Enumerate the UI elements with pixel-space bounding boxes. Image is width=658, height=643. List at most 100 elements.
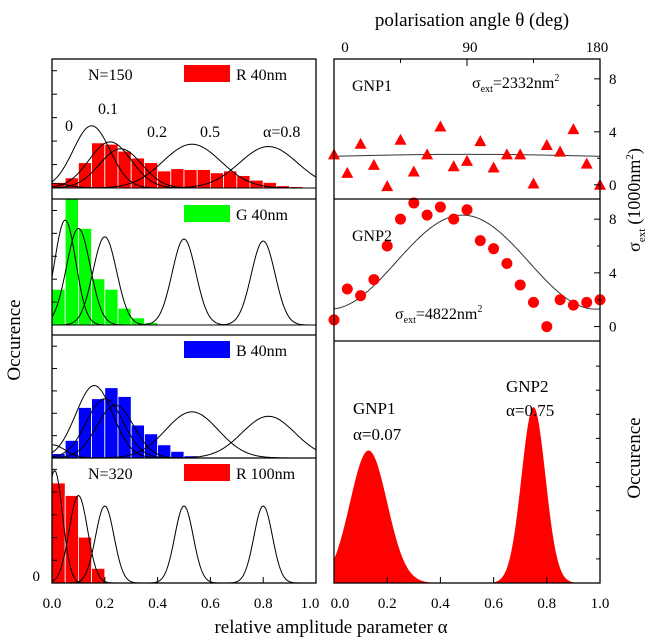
data-point — [474, 135, 487, 147]
panel-frame — [51, 58, 317, 584]
data-point — [434, 120, 447, 132]
data-point — [580, 157, 593, 169]
histogram-bar — [170, 168, 185, 189]
data-point — [487, 161, 500, 173]
panel-frames — [51, 58, 601, 584]
data-point — [514, 279, 526, 291]
gnp2-sigma-part: σ — [395, 306, 404, 323]
y-tick-label: 4 — [609, 125, 617, 141]
bottom-xaxis-title: relative amplitude parameter α — [214, 617, 447, 638]
alpha-label: 0 — [65, 118, 73, 135]
x-tick-label: 0.8 — [254, 596, 273, 612]
panel-r40: R 40nm N=150 0 0.1 0.2 0.5 α=0.8 — [51, 65, 317, 189]
x-tick-label: 0.0 — [331, 596, 350, 612]
histogram-bar — [183, 169, 198, 189]
right-yaxis-title: Occurence — [624, 417, 645, 498]
sample-count: N=150 — [88, 67, 133, 84]
y-tick-label: 4 — [609, 266, 617, 282]
data-point — [407, 165, 420, 177]
gnp2-sigma-part: ext — [404, 315, 416, 326]
top-xaxis-title: polarisation angle θ (deg) — [375, 10, 569, 31]
data-point — [541, 321, 553, 333]
panel-r100: R 100nm N=320 0.0 0.2 0.4 0.6 0.8 1.0 0 — [33, 464, 320, 612]
data-point — [474, 235, 486, 247]
histogram-bar — [209, 172, 224, 189]
dist-gnp2-label: GNP2 — [506, 377, 549, 396]
legend-swatch — [184, 341, 230, 358]
data-point — [434, 201, 446, 213]
data-point — [354, 137, 367, 149]
data-point — [500, 148, 513, 160]
svg-text:σext(1000nm2): σext (1000nm2) — [624, 148, 648, 252]
x-tick-label: 0.6 — [484, 596, 503, 612]
data-point — [355, 290, 367, 302]
data-point — [501, 257, 513, 269]
top-xtick-0: 0 — [341, 40, 349, 56]
histogram-bar — [91, 398, 106, 459]
gnp1-sigma: σext=2332nm2 — [472, 73, 559, 95]
panel-g40: G 40nm — [51, 198, 317, 326]
x-tick-label: 0.6 — [201, 596, 220, 612]
alpha-label: 0.2 — [147, 124, 167, 141]
alpha-label: 0.5 — [200, 124, 220, 141]
gnp1-sigma-part: 2 — [554, 73, 559, 84]
data-point — [341, 283, 353, 295]
data-point — [514, 148, 527, 160]
legend-swatch — [184, 205, 230, 222]
data-point — [368, 274, 380, 286]
y-tick-label: 8 — [609, 72, 617, 88]
distribution-area — [334, 450, 444, 583]
data-point — [554, 145, 567, 157]
histogram-bar — [170, 451, 185, 459]
legend-swatch — [184, 65, 230, 82]
data-point — [461, 204, 473, 216]
x-tick-label: 0.2 — [378, 596, 397, 612]
panel-gnp2: 0 4 8 GNP2 σext=4822nm2 — [328, 197, 617, 336]
x-tick-label: 0.2 — [95, 596, 114, 612]
data-point — [367, 158, 380, 170]
data-point — [381, 180, 394, 192]
sigma-unit-close: ) — [624, 148, 645, 154]
data-point — [461, 154, 473, 166]
data-point — [395, 213, 406, 225]
histogram-bar — [117, 307, 132, 326]
histogram-bar — [104, 143, 119, 189]
y-tick-label: 8 — [609, 212, 617, 228]
top-xtick-180: 180 — [586, 40, 609, 56]
data-point — [394, 133, 407, 145]
model-curve — [52, 146, 317, 189]
left-yaxis-title: Occurence — [4, 299, 25, 380]
data-point — [408, 197, 420, 209]
legend-label: R 100nm — [236, 466, 296, 483]
data-point — [341, 166, 354, 178]
data-point — [448, 213, 460, 225]
panel-b40: B 40nm — [51, 341, 317, 459]
histogram-bar — [51, 482, 66, 584]
x-tick-label: 0.8 — [537, 596, 556, 612]
legend-swatch — [184, 464, 230, 481]
x-tick-label: 1.0 — [301, 596, 320, 612]
dist-gnp2-alpha: α=0.75 — [506, 401, 554, 420]
alpha-label: 0.1 — [98, 101, 118, 118]
data-point — [567, 299, 579, 311]
model-curve — [52, 240, 317, 326]
sigma-subscript: ext — [636, 229, 648, 242]
gnp1-label: GNP1 — [352, 78, 392, 95]
dist-gnp1-label: GNP1 — [353, 399, 396, 418]
gnp1-sigma-part: =2332nm — [493, 75, 555, 92]
gnp1-sigma-part: ext — [481, 84, 493, 95]
panel-distributions: GNP1 α=0.07 GNP2 α=0.75 0.0 0.2 0.4 0.6 0.8 1.0 — [331, 365, 609, 612]
data-point — [421, 148, 434, 160]
data-point — [447, 160, 460, 172]
alpha-label: α=0.8 — [263, 124, 300, 141]
sigma-symbol: σ — [624, 242, 644, 252]
histogram-bar — [236, 175, 251, 189]
data-point — [567, 123, 580, 135]
histogram-bar — [117, 396, 132, 459]
data-point — [527, 177, 540, 189]
gnp2-sigma: σext=4822nm2 — [395, 304, 482, 326]
x-tick-label: 0.0 — [43, 596, 62, 612]
data-point — [488, 243, 500, 255]
legend-label: B 40nm — [236, 343, 288, 360]
